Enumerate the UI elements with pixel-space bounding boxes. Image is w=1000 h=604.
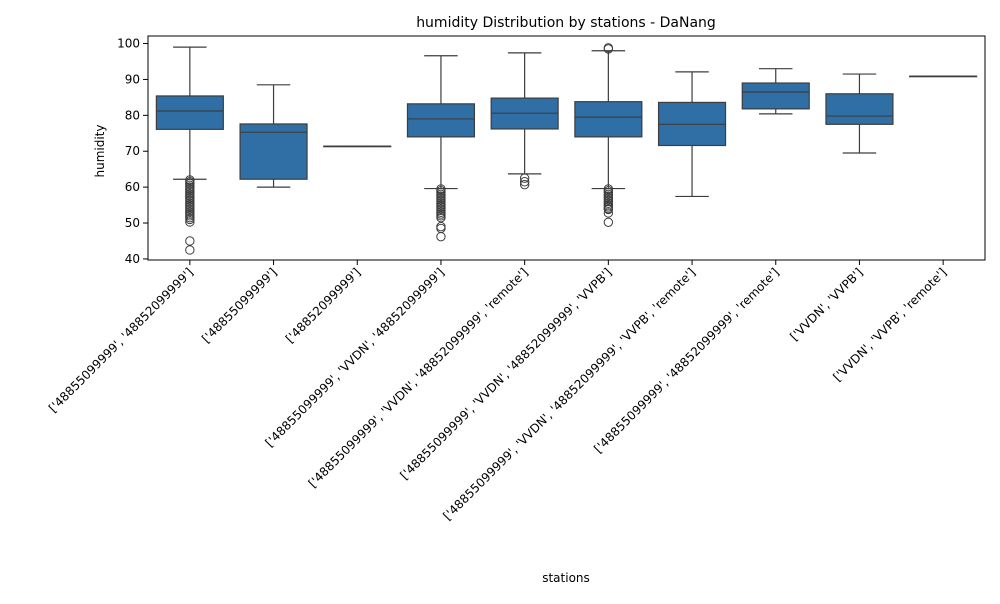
y-tick-label: 70 bbox=[125, 144, 140, 158]
box-iqr bbox=[239, 123, 308, 180]
box-iqr bbox=[574, 101, 643, 138]
y-tick-label: 60 bbox=[125, 180, 140, 194]
y-tick-label: 100 bbox=[117, 37, 140, 51]
y-tick-label: 50 bbox=[125, 216, 140, 230]
outlier-point bbox=[185, 214, 195, 225]
box-iqr bbox=[741, 82, 810, 110]
outlier-point bbox=[603, 204, 614, 215]
x-tick-label: ['48855099999', '48852099999', 'remote'] bbox=[591, 265, 782, 456]
outlier-point bbox=[603, 43, 614, 53]
x-tick-label: ['48852099999'] bbox=[283, 265, 364, 346]
x-tick-label: ['48855099999', 'VVDN', '48852099999'] bbox=[263, 265, 448, 450]
outlier-point bbox=[436, 231, 446, 242]
x-tick-label: ['48855099999'] bbox=[199, 265, 280, 346]
outlier-point bbox=[185, 217, 195, 227]
outlier-point bbox=[519, 177, 530, 187]
box-iqr bbox=[825, 93, 894, 125]
y-tick-label: 40 bbox=[125, 252, 140, 266]
box-iqr bbox=[155, 95, 224, 130]
plot-frame bbox=[147, 35, 986, 261]
outlier-point bbox=[185, 245, 195, 255]
outlier-point bbox=[436, 212, 446, 223]
y-tick-label: 90 bbox=[125, 72, 140, 86]
box-iqr bbox=[406, 103, 476, 138]
outlier-point bbox=[436, 223, 446, 234]
x-axis-label: stations bbox=[542, 571, 590, 585]
outlier-point bbox=[519, 179, 530, 190]
outlier-point bbox=[436, 221, 446, 232]
outlier-point bbox=[519, 173, 530, 183]
outlier-point bbox=[603, 217, 614, 228]
outlier-point bbox=[185, 236, 195, 246]
x-tick-label: ['48855099999', '48852099999'] bbox=[46, 265, 196, 415]
y-tick-label: 80 bbox=[125, 108, 140, 122]
y-axis-label: humidity bbox=[93, 125, 107, 178]
x-tick-label: ['VVDN', 'VVPB'] bbox=[787, 265, 865, 343]
outlier-point bbox=[603, 208, 614, 218]
chart-title: humidity Distribution by stations - DaNa… bbox=[416, 15, 716, 31]
plot-area: 40 50 60 70 80 90 100 ['48855099999', '48852099… bbox=[46, 37, 978, 523]
